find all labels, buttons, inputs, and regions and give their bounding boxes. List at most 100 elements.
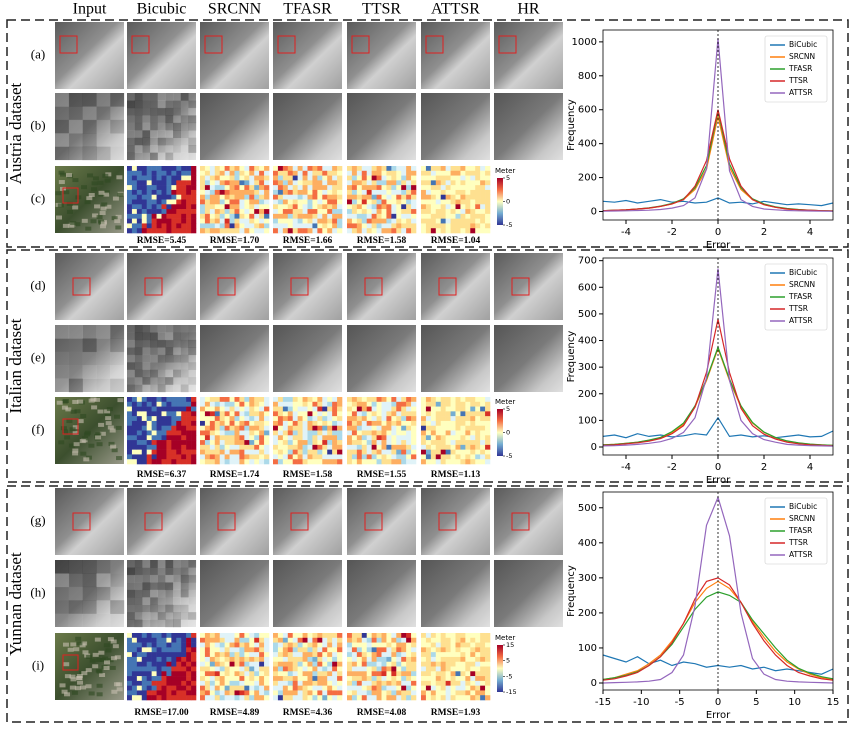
error-cell — [219, 411, 225, 417]
texture — [115, 425, 122, 430]
error-cell — [264, 656, 270, 663]
error-cell — [430, 642, 437, 648]
error-cell — [391, 185, 397, 191]
error-cell — [209, 440, 216, 446]
error-cell — [430, 189, 437, 196]
error-cell — [136, 690, 143, 696]
pixel — [127, 100, 135, 109]
row-label: (d) — [30, 277, 45, 292]
error-cell — [450, 223, 456, 229]
error-cell — [430, 166, 437, 172]
error-cell — [450, 397, 456, 403]
error-cell — [297, 189, 303, 196]
pixel — [82, 325, 97, 339]
error-cell — [200, 180, 206, 186]
error-cell — [376, 444, 382, 450]
x-tick-label: -2 — [667, 227, 677, 238]
pixel — [127, 130, 135, 138]
error-cell — [401, 189, 407, 196]
error-cell — [287, 411, 294, 417]
error-cell — [411, 209, 417, 215]
error-cell — [204, 444, 211, 450]
error-cell — [244, 676, 250, 682]
error-cell — [176, 199, 182, 205]
texture — [88, 691, 95, 696]
error-cell — [435, 647, 442, 653]
error-cell — [455, 656, 461, 663]
error-cell — [455, 166, 461, 172]
error-cell — [485, 642, 491, 648]
error-cell — [425, 175, 432, 181]
error-cell — [219, 633, 225, 639]
error-cell — [264, 454, 270, 460]
error-cell — [219, 213, 225, 219]
error-cell — [131, 661, 138, 667]
error-cell — [214, 661, 221, 667]
error-cell — [254, 661, 260, 667]
error-cell — [460, 661, 466, 667]
error-cell — [455, 652, 461, 658]
texture — [74, 409, 81, 414]
error-cell — [277, 401, 284, 407]
error-cell — [186, 647, 192, 653]
error-cell — [249, 228, 255, 234]
error-cell — [156, 416, 162, 422]
error-cell — [475, 690, 481, 696]
texture — [115, 214, 122, 219]
error-cell — [287, 430, 294, 436]
error-cell — [297, 213, 303, 219]
error-cell — [347, 180, 353, 186]
error-cell — [131, 454, 138, 460]
error-cell — [146, 416, 152, 422]
error-cell — [396, 180, 402, 186]
error-cell — [312, 633, 318, 639]
pixel — [110, 133, 125, 147]
texture — [101, 202, 108, 207]
colorbar-label: Meter — [495, 634, 515, 642]
error-cell — [312, 685, 318, 691]
error-cell — [136, 652, 143, 658]
error-cell — [292, 209, 298, 215]
error-cell — [480, 647, 486, 653]
error-cell — [277, 180, 284, 186]
error-cell — [204, 690, 211, 696]
texture — [56, 400, 63, 405]
error-cell — [327, 185, 333, 191]
error-cell — [273, 401, 279, 407]
error-cell — [411, 695, 417, 701]
error-cell — [181, 425, 187, 431]
error-cell — [302, 680, 308, 686]
pixel — [188, 619, 197, 628]
error-cell — [465, 411, 471, 417]
error-cell — [244, 223, 250, 229]
error-cell — [287, 647, 294, 653]
error-cell — [361, 690, 368, 696]
error-cell — [127, 449, 133, 455]
error-cell — [214, 189, 221, 196]
error-cell — [455, 420, 461, 427]
error-cell — [131, 228, 138, 234]
pixel — [55, 325, 70, 339]
pixel — [157, 597, 166, 605]
error-cell — [297, 642, 303, 648]
error-cell — [302, 676, 308, 682]
error-cell — [151, 194, 157, 200]
error-cell — [460, 170, 466, 176]
texture — [96, 215, 103, 220]
texture — [59, 683, 66, 688]
error-cell — [366, 180, 372, 186]
error-cell — [282, 435, 289, 441]
error-cell — [156, 680, 162, 686]
error-cell — [347, 656, 353, 663]
error-cell — [234, 676, 240, 682]
error-cell — [401, 204, 407, 210]
error-cell — [440, 454, 446, 460]
error-cell — [366, 652, 372, 658]
error-cell — [176, 449, 182, 455]
error-cell — [332, 397, 338, 403]
error-cell — [209, 189, 216, 196]
error-cell — [327, 175, 333, 181]
error-cell — [171, 199, 177, 205]
error-cell — [465, 170, 471, 176]
error-cell — [401, 685, 407, 691]
